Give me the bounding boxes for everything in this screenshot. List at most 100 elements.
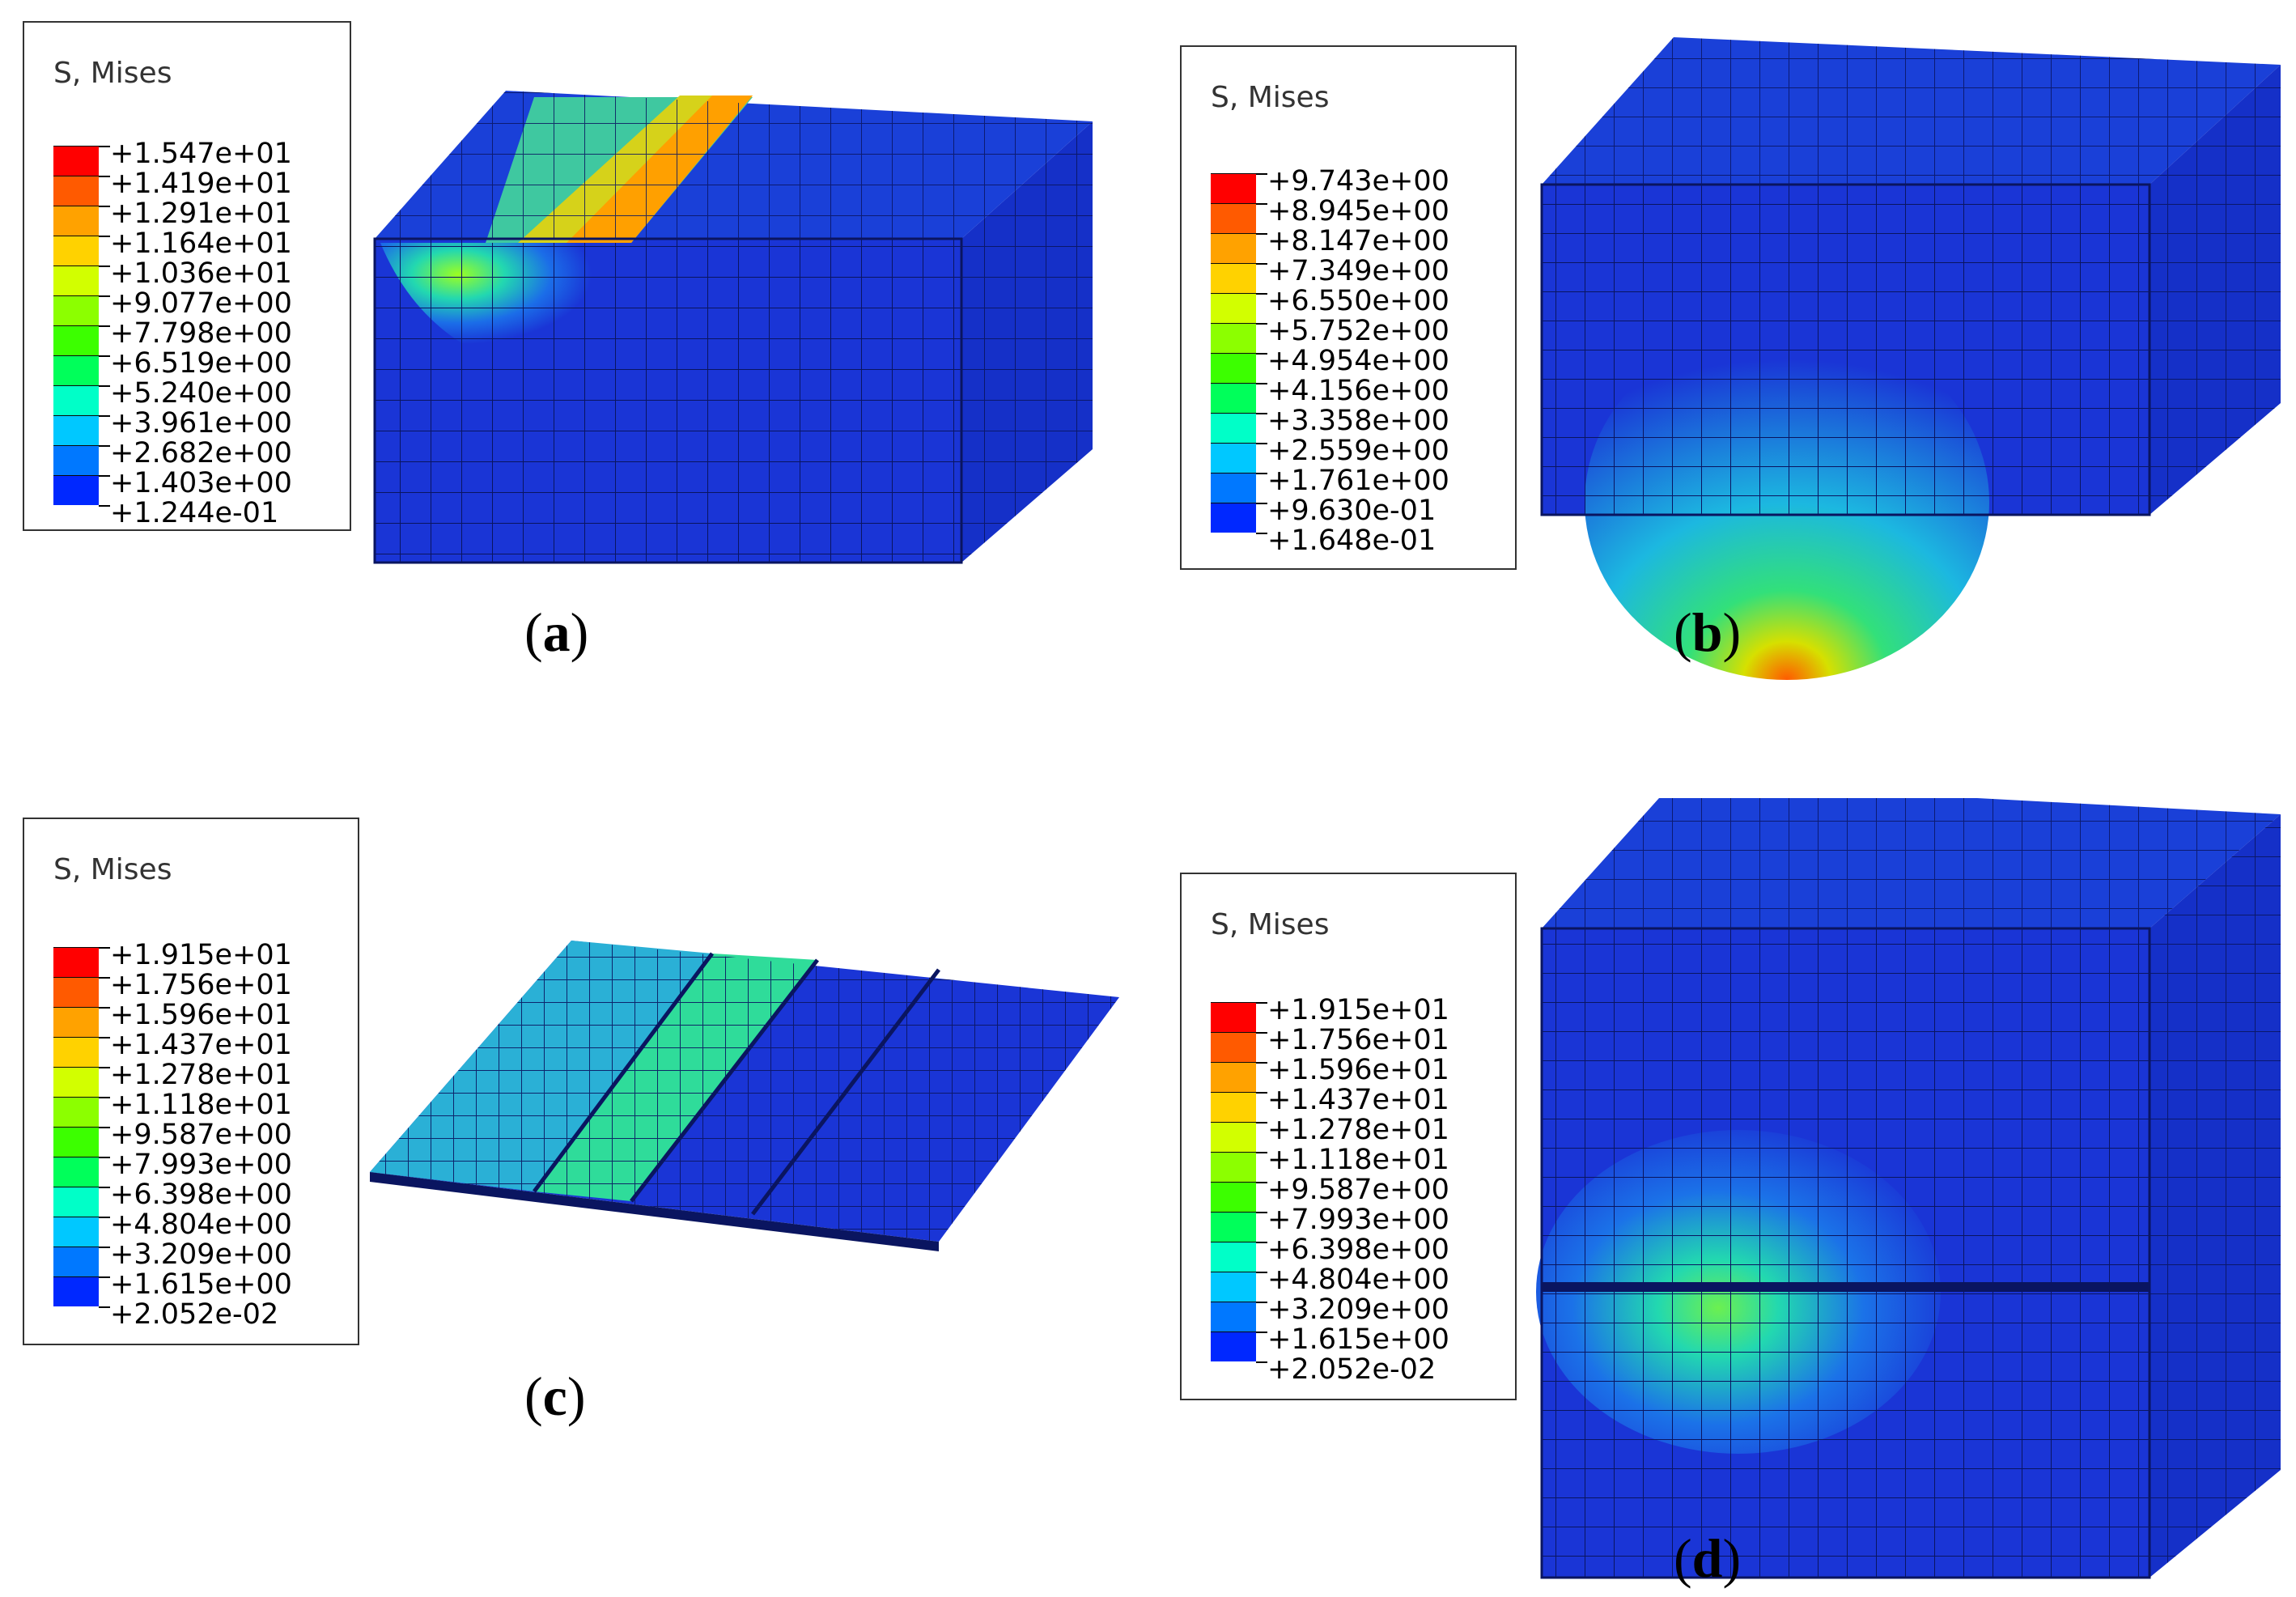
color-scale-segment xyxy=(1211,443,1256,473)
fe-model-d xyxy=(1536,798,2281,1579)
color-scale-segment xyxy=(1211,1032,1256,1062)
legend-tick xyxy=(1256,1002,1267,1004)
legend-value: +6.519e+00 xyxy=(110,347,292,380)
legend-value: +1.164e+01 xyxy=(110,227,292,260)
legend-value: +9.587e+00 xyxy=(1267,1174,1449,1206)
panel-c: S, Mises +1.915e+01 +1.756e+01 +1.596e+01 +… xyxy=(0,798,1148,1596)
color-scale-segment xyxy=(1211,233,1256,263)
legend-value: +1.547e+01 xyxy=(110,138,292,170)
color-scale-segment xyxy=(53,1276,99,1306)
legend-value: +7.798e+00 xyxy=(110,317,292,350)
color-scale-segment xyxy=(1211,383,1256,413)
legend-tick xyxy=(1256,1062,1267,1064)
color-scale-segment xyxy=(1211,203,1256,233)
legend-value: +1.036e+01 xyxy=(110,257,292,290)
color-scale-segment xyxy=(53,445,99,475)
legend-values: +9.743e+00 +8.945e+00 +8.147e+00 +7.349e+00… xyxy=(1267,167,1449,556)
legend-value: +1.419e+01 xyxy=(110,168,292,200)
color-scale-segment xyxy=(53,176,99,206)
legend-value: +5.752e+00 xyxy=(1267,315,1449,347)
color-scale-segment xyxy=(53,1007,99,1037)
color-scale-segment xyxy=(53,206,99,236)
legend-tick xyxy=(1256,383,1267,384)
legend-values: +1.547e+01 +1.419e+01 +1.291e+01 +1.164e+01… xyxy=(110,139,292,529)
legend-value: +3.209e+00 xyxy=(110,1238,292,1271)
legend-value: +1.118e+01 xyxy=(1267,1144,1449,1176)
legend-value: +5.240e+00 xyxy=(110,377,292,410)
color-scale-segment xyxy=(1211,323,1256,353)
color-scale-bar xyxy=(53,947,99,1306)
legend-value: +1.756e+01 xyxy=(1267,1024,1449,1056)
legend-value: +1.118e+01 xyxy=(110,1089,292,1121)
color-scale-segment xyxy=(1211,1272,1256,1302)
color-scale-segment xyxy=(1211,1002,1256,1032)
legend-tick xyxy=(99,236,110,237)
legend-a: S, Mises +1.547e+01 +1.419e+01 +1.291e+01 +… xyxy=(23,21,351,531)
legend-tick xyxy=(1256,1122,1267,1123)
color-scale-segment xyxy=(53,295,99,325)
legend-tick xyxy=(1256,1092,1267,1094)
legend-tick xyxy=(1256,533,1267,534)
color-scale-segment xyxy=(53,325,99,355)
legend-tick xyxy=(1256,353,1267,355)
legend-value: +3.961e+00 xyxy=(110,407,292,440)
legend-title: S, Mises xyxy=(53,853,172,886)
legend-tick xyxy=(99,1067,110,1068)
caption-b: (b) xyxy=(1674,601,1742,663)
color-scale-segment xyxy=(53,475,99,505)
legend-value: +1.278e+01 xyxy=(1267,1114,1449,1146)
legend-value: +1.615e+00 xyxy=(110,1268,292,1301)
legend-value: +1.278e+01 xyxy=(110,1059,292,1091)
color-scale-segment xyxy=(53,977,99,1007)
color-scale-segment xyxy=(1211,1062,1256,1092)
legend-tick xyxy=(99,1187,110,1188)
legend-value: +2.052e-02 xyxy=(110,1298,279,1331)
legend-tick xyxy=(99,385,110,387)
color-scale-segment xyxy=(53,1187,99,1217)
legend-tick xyxy=(1256,173,1267,175)
legend-tick xyxy=(99,1157,110,1158)
legend-title: S, Mises xyxy=(1211,81,1330,114)
legend-tick xyxy=(1256,503,1267,504)
color-scale-segment xyxy=(1211,1242,1256,1272)
legend-tick xyxy=(1256,1212,1267,1213)
color-scale-bar xyxy=(1211,173,1256,533)
color-scale-segment xyxy=(53,265,99,295)
legend-value: +6.550e+00 xyxy=(1267,285,1449,317)
legend-tick xyxy=(99,475,110,477)
legend-value: +1.648e-01 xyxy=(1267,525,1437,557)
legend-value: +1.761e+00 xyxy=(1267,465,1449,497)
legend-tick xyxy=(99,445,110,447)
legend-c: S, Mises +1.915e+01 +1.756e+01 +1.596e+01 +… xyxy=(23,818,359,1345)
color-scale-segment xyxy=(1211,1302,1256,1332)
color-scale-segment xyxy=(53,947,99,977)
color-scale-bar xyxy=(1211,1002,1256,1361)
color-scale-segment xyxy=(1211,1332,1256,1361)
legend-tick xyxy=(99,1217,110,1218)
color-scale-segment xyxy=(53,1067,99,1097)
legend-tick xyxy=(99,176,110,177)
legend-tick xyxy=(1256,413,1267,414)
caption-d: (d) xyxy=(1674,1527,1742,1589)
caption-a: (a) xyxy=(524,601,589,663)
legend-tick xyxy=(1256,443,1267,444)
panel-d: S, Mises +1.915e+01 +1.756e+01 +1.596e+01 +… xyxy=(1148,798,2295,1596)
legend-tick xyxy=(99,505,110,507)
legend-value: +1.915e+01 xyxy=(110,939,292,971)
legend-value: +1.596e+01 xyxy=(110,999,292,1031)
color-scale-segment xyxy=(1211,353,1256,383)
color-scale-bar xyxy=(53,146,99,505)
legend-value: +7.349e+00 xyxy=(1267,255,1449,287)
legend-tick xyxy=(99,947,110,949)
legend-value: +8.147e+00 xyxy=(1267,225,1449,257)
color-scale-segment xyxy=(53,1217,99,1247)
color-scale-segment xyxy=(1211,503,1256,533)
legend-value: +7.993e+00 xyxy=(1267,1204,1449,1236)
legend-value: +4.156e+00 xyxy=(1267,375,1449,407)
legend-tick xyxy=(99,1127,110,1128)
legend-value: +2.559e+00 xyxy=(1267,435,1449,467)
legend-tick xyxy=(99,1247,110,1248)
fe-model-a xyxy=(373,91,1093,564)
legend-tick xyxy=(1256,1272,1267,1273)
legend-tick xyxy=(99,1097,110,1098)
